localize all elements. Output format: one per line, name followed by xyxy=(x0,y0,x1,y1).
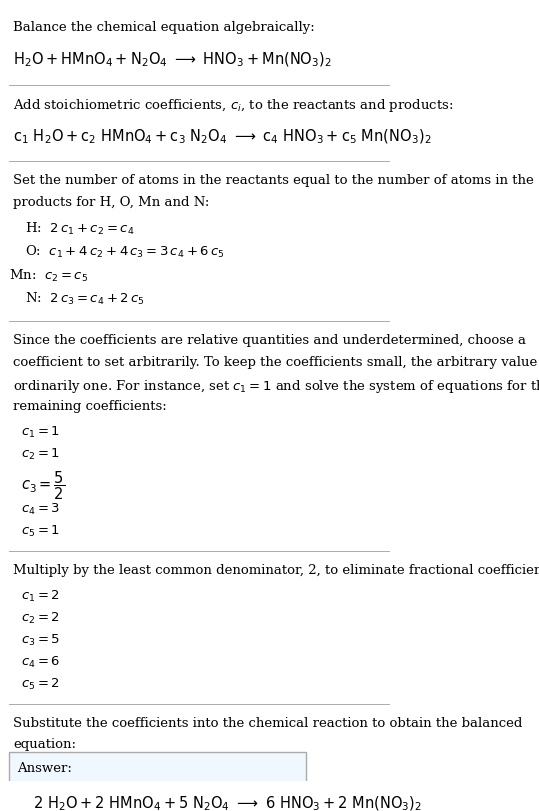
Text: products for H, O, Mn and N:: products for H, O, Mn and N: xyxy=(13,195,210,208)
Text: N: $\  2\,c_3 = c_4 + 2\,c_5$: N: $\ 2\,c_3 = c_4 + 2\,c_5$ xyxy=(25,290,145,307)
Text: Balance the chemical equation algebraically:: Balance the chemical equation algebraica… xyxy=(13,21,315,34)
Text: $c_5 = 2$: $c_5 = 2$ xyxy=(21,676,60,691)
Text: Add stoichiometric coefficients, $c_i$, to the reactants and products:: Add stoichiometric coefficients, $c_i$, … xyxy=(13,97,454,114)
Text: Substitute the coefficients into the chemical reaction to obtain the balanced: Substitute the coefficients into the che… xyxy=(13,716,523,729)
Text: $\mathrm{2\ H_2O + 2\ HMnO_4 + 5\ N_2O_4 \ \longrightarrow \ 6\ HNO_3 + 2\ Mn(NO: $\mathrm{2\ H_2O + 2\ HMnO_4 + 5\ N_2O_4… xyxy=(33,794,422,811)
Text: ordinarily one. For instance, set $c_1 = 1$ and solve the system of equations fo: ordinarily one. For instance, set $c_1 =… xyxy=(13,377,539,394)
Text: Multiply by the least common denominator, 2, to eliminate fractional coefficient: Multiply by the least common denominator… xyxy=(13,563,539,576)
Text: H: $\  2\,c_1 + c_2 = c_4$: H: $\ 2\,c_1 + c_2 = c_4$ xyxy=(25,221,134,237)
Text: $c_4 = 6$: $c_4 = 6$ xyxy=(21,654,60,669)
Text: coefficient to set arbitrarily. To keep the coefficients small, the arbitrary va: coefficient to set arbitrarily. To keep … xyxy=(13,355,539,368)
Text: Answer:: Answer: xyxy=(17,761,72,774)
Text: $c_5 = 1$: $c_5 = 1$ xyxy=(21,523,60,539)
FancyBboxPatch shape xyxy=(9,752,306,811)
Text: $c_1 = 2$: $c_1 = 2$ xyxy=(21,589,60,603)
Text: $c_2 = 1$: $c_2 = 1$ xyxy=(21,447,60,461)
Text: Mn: $\  c_2 = c_5$: Mn: $\ c_2 = c_5$ xyxy=(9,268,88,283)
Text: equation:: equation: xyxy=(13,737,76,750)
Text: $\mathrm{c_1\ H_2O + c_2\ HMnO_4 + c_3\ N_2O_4 \ \longrightarrow \ c_4\ HNO_3 + : $\mathrm{c_1\ H_2O + c_2\ HMnO_4 + c_3\ … xyxy=(13,127,432,145)
Text: O: $\  c_1 + 4\,c_2 + 4\,c_3 = 3\,c_4 + 6\,c_5$: O: $\ c_1 + 4\,c_2 + 4\,c_3 = 3\,c_4 + 6… xyxy=(25,244,225,260)
Text: Since the coefficients are relative quantities and underdetermined, choose a: Since the coefficients are relative quan… xyxy=(13,333,526,346)
Text: $c_4 = 3$: $c_4 = 3$ xyxy=(21,501,60,517)
Text: $c_2 = 2$: $c_2 = 2$ xyxy=(21,611,60,625)
Text: remaining coefficients:: remaining coefficients: xyxy=(13,399,167,412)
Text: $c_1 = 1$: $c_1 = 1$ xyxy=(21,425,60,440)
Text: Set the number of atoms in the reactants equal to the number of atoms in the: Set the number of atoms in the reactants… xyxy=(13,174,534,187)
Text: $c_3 = 5$: $c_3 = 5$ xyxy=(21,633,60,647)
Text: $\mathrm{H_2O + HMnO_4 + N_2O_4 \ \longrightarrow \ HNO_3 + Mn(NO_3)_2}$: $\mathrm{H_2O + HMnO_4 + N_2O_4 \ \longr… xyxy=(13,50,332,69)
Text: $c_3 = \dfrac{5}{2}$: $c_3 = \dfrac{5}{2}$ xyxy=(21,469,65,501)
